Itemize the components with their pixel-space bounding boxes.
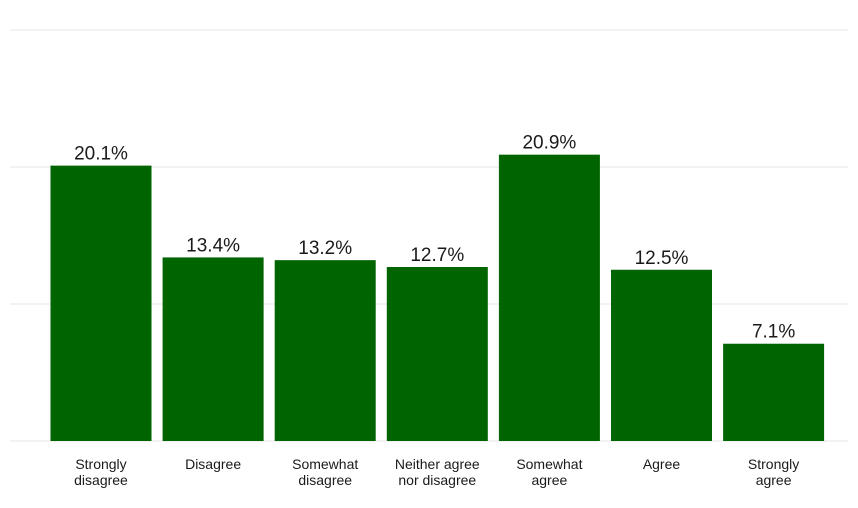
bar-5 — [611, 269, 712, 441]
x-tick-label-line: disagree — [74, 472, 128, 488]
value-label-1: 13.4% — [186, 235, 240, 256]
value-labels: 20.1% 13.4% 13.2% 12.7% 20.9% 12.5% 7.1% — [74, 133, 795, 343]
bar-2 — [274, 260, 376, 441]
x-tick-label-line: Agree — [643, 456, 681, 472]
bar-4 — [498, 154, 600, 442]
bar-3 — [386, 267, 488, 441]
bar-1 — [162, 257, 264, 441]
x-tick-label-line: agree — [756, 472, 792, 488]
bar-6 — [723, 343, 825, 441]
x-tick-label-2: Somewhat disagree — [292, 456, 358, 488]
x-tick-label-3: Neither agree nor disagree — [395, 456, 480, 488]
x-tick-label-5: Agree — [643, 456, 681, 472]
x-tick-label-line: Disagree — [185, 456, 241, 472]
x-tick-label-line: Somewhat — [292, 456, 358, 472]
x-tick-label-6: Strongly agree — [748, 456, 799, 488]
x-tick-label-line: agree — [531, 472, 567, 488]
x-tick-label-line: Strongly — [748, 456, 799, 472]
x-tick-label-line: Neither agree — [395, 456, 480, 472]
bars — [50, 154, 825, 442]
x-tick-label-line: Somewhat — [516, 456, 582, 472]
value-label-0: 20.1% — [74, 144, 128, 165]
x-tick-label-1: Disagree — [185, 456, 241, 472]
x-tick-label-line: disagree — [298, 472, 352, 488]
value-label-4: 20.9% — [522, 133, 576, 154]
x-tick-label-line: Strongly — [75, 456, 126, 472]
x-tick-label-4: Somewhat agree — [516, 456, 582, 488]
value-label-6: 7.1% — [752, 322, 795, 343]
bar-0 — [50, 165, 152, 441]
value-label-3: 12.7% — [410, 245, 464, 266]
value-label-2: 13.2% — [298, 238, 352, 259]
value-label-5: 12.5% — [635, 248, 689, 269]
x-tick-label-0: Strongly disagree — [74, 456, 128, 488]
x-tick-label-line: nor disagree — [398, 472, 476, 488]
